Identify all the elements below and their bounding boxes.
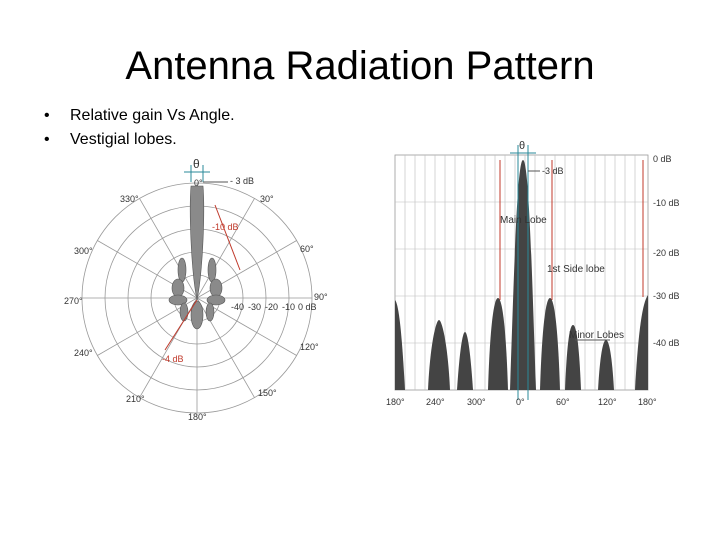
rect-x-label: 300°	[467, 397, 486, 407]
polar-ring-label: -10	[282, 302, 295, 312]
rect-x-label: 180°	[638, 397, 657, 407]
polar-side-lobe	[168, 294, 188, 306]
rect-annotation-minus3: -3 dB	[542, 166, 564, 176]
polar-annotation-minus3: - 3 dB	[230, 176, 254, 186]
polar-angle-label: 270°	[64, 296, 83, 306]
polar-text: θ - 3 dB -10 dB -4 dB 0° 30° 60° 90° 120…	[64, 157, 328, 422]
rect-annotations	[499, 145, 644, 400]
polar-angle-label: 180°	[188, 412, 207, 422]
rect-annotation-main-lobe: Main Lobe	[500, 215, 547, 226]
theta-label: θ	[519, 140, 525, 152]
rect-side-lobe	[488, 298, 508, 390]
rect-minor-lobe	[395, 300, 405, 390]
rect-minor-lobe	[598, 340, 614, 390]
polar-back-lobe	[179, 302, 189, 322]
polar-annotations	[164, 165, 241, 351]
minus10-arrow	[214, 204, 241, 271]
polar-ring-label: -40	[231, 302, 244, 312]
rect-lobes	[395, 160, 648, 390]
polar-angle-label: 330°	[120, 194, 139, 204]
rect-annotation-minor-lobes: Minor Lobes	[569, 330, 624, 341]
rect-minor-lobe	[635, 295, 648, 390]
polar-ring-label: -20	[265, 302, 278, 312]
rect-x-label: 60°	[556, 397, 570, 407]
rect-x-label: 180°	[386, 397, 405, 407]
rect-y-label: -20 dB	[653, 248, 680, 258]
rect-y-label: -40 dB	[653, 338, 680, 348]
rect-text: θ -3 dB Main Lobe 1st Side lobe Minor Lo…	[386, 140, 680, 407]
polar-angle-label: 90°	[314, 292, 328, 302]
rect-minor-lobe	[428, 320, 450, 390]
bullet-item: Vestigial lobes.	[40, 128, 235, 152]
polar-angle-label: 120°	[300, 342, 319, 352]
rectangular-pattern-chart: θ -3 dB Main Lobe 1st Side lobe Minor Lo…	[386, 140, 680, 407]
polar-side-lobe	[171, 278, 185, 298]
polar-angle-label: 210°	[126, 394, 145, 404]
polar-angle-label: 30°	[260, 194, 274, 204]
bullet-item: Relative gain Vs Angle.	[40, 104, 235, 128]
polar-annotation-minus10: -10 dB	[212, 222, 239, 232]
rect-main-lobe	[510, 160, 536, 390]
rect-annotation-side-lobe: 1st Side lobe	[547, 264, 605, 275]
rect-side-lobe	[540, 298, 560, 390]
polar-angle-label: 150°	[258, 388, 277, 398]
polar-lobes	[168, 185, 226, 330]
polar-back-lobe	[205, 302, 215, 322]
minus4-arrow	[164, 299, 198, 351]
rect-x-label: 240°	[426, 397, 445, 407]
polar-side-lobe	[209, 278, 223, 298]
polar-ring-label: 0 dB	[298, 302, 317, 312]
polar-side-lobe	[177, 257, 187, 283]
polar-pattern-diagram: θ - 3 dB -10 dB -4 dB 0° 30° 60° 90° 120…	[64, 157, 328, 422]
rect-y-label: -10 dB	[653, 198, 680, 208]
polar-main-lobe	[189, 185, 205, 301]
rect-minor-lobe	[457, 332, 473, 390]
rect-x-label: 0°	[516, 397, 525, 407]
polar-angle-label: 300°	[74, 246, 93, 256]
rect-x-label: 120°	[598, 397, 617, 407]
polar-side-lobe	[206, 294, 226, 306]
bullet-list: Relative gain Vs Angle. Vestigial lobes.	[40, 104, 235, 152]
rect-y-label: 0 dB	[653, 154, 672, 164]
polar-back-lobe	[190, 300, 204, 330]
polar-side-lobe	[207, 257, 217, 283]
theta-label: θ	[193, 157, 200, 171]
rect-minor-lobe	[565, 325, 581, 390]
polar-annotation-minus4: -4 dB	[162, 354, 184, 364]
polar-angle-label: 60°	[300, 244, 314, 254]
slide-title: Antenna Radiation Pattern	[125, 44, 595, 88]
polar-angle-label: 0°	[194, 178, 203, 188]
polar-ring-label: -30	[248, 302, 261, 312]
rect-y-label: -30 dB	[653, 291, 680, 301]
polar-angle-label: 240°	[74, 348, 93, 358]
